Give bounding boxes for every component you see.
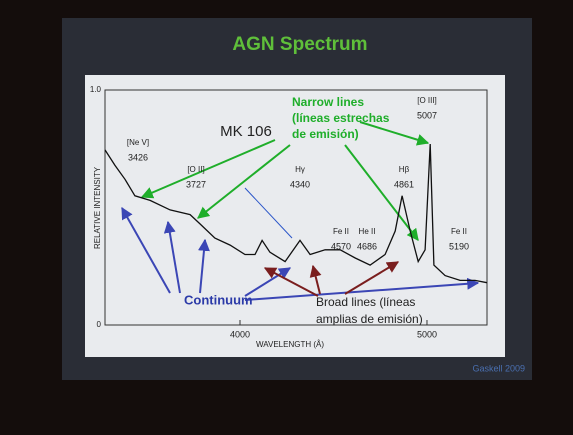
arrow [163,220,181,294]
line-wavelength: 4570 [331,241,351,251]
arrow [198,238,210,294]
arrow [263,267,319,297]
line-wavelength: 4861 [394,179,414,189]
y-tick-label: 0 [97,320,102,329]
arrow [344,261,400,295]
x-tick-label: 4000 [230,329,250,339]
broad-lines-label: amplias de emisión) [316,312,423,326]
narrow-lines-label: de emisión) [292,127,359,141]
line-wavelength: 4686 [357,241,377,251]
arrow [121,206,171,294]
line-wavelength: 3426 [128,152,148,162]
line-wavelength: 5007 [417,110,437,120]
line-name: He II [359,227,376,236]
x-tick-label: 5000 [417,329,437,339]
arrow [140,139,276,199]
continuum-label: Continuum [184,292,253,307]
y-axis-label: RELATIVE INTENSITY [93,166,102,249]
arrow [197,144,291,219]
line-name: [Ne V] [127,138,149,147]
line-name: Hβ [399,165,410,174]
arrow [344,144,419,241]
arrow [244,277,480,301]
credit: Gaskell 2009 [472,363,525,373]
arrow [359,121,430,146]
arrow [309,264,322,295]
line-wavelength: 4340 [290,179,310,189]
line-name: Hγ [295,165,305,174]
x-axis-label: WAVELENGTH (Å) [256,340,324,349]
arrow [244,187,293,239]
line-name: Fe II [333,227,349,236]
slide-title: AGN Spectrum [232,34,367,55]
broad-lines-label: Broad lines (líneas [316,295,415,309]
line-name: [O III] [417,96,437,105]
object-label: MK 106 [220,123,272,140]
narrow-lines-label: (líneas estrechas [292,111,390,125]
spectrum-line [104,143,488,284]
line-wavelength: 3727 [186,179,206,189]
line-wavelength: 5190 [449,241,469,251]
narrow-lines-label: Narrow lines [292,95,364,109]
annotation-arrows [121,121,480,301]
chart-area [85,75,505,357]
y-tick-label: 1.0 [90,85,102,94]
line-name: Fe II [451,227,467,236]
arrow [244,267,292,297]
line-name: [O II] [187,165,204,174]
plot-frame [104,89,488,326]
